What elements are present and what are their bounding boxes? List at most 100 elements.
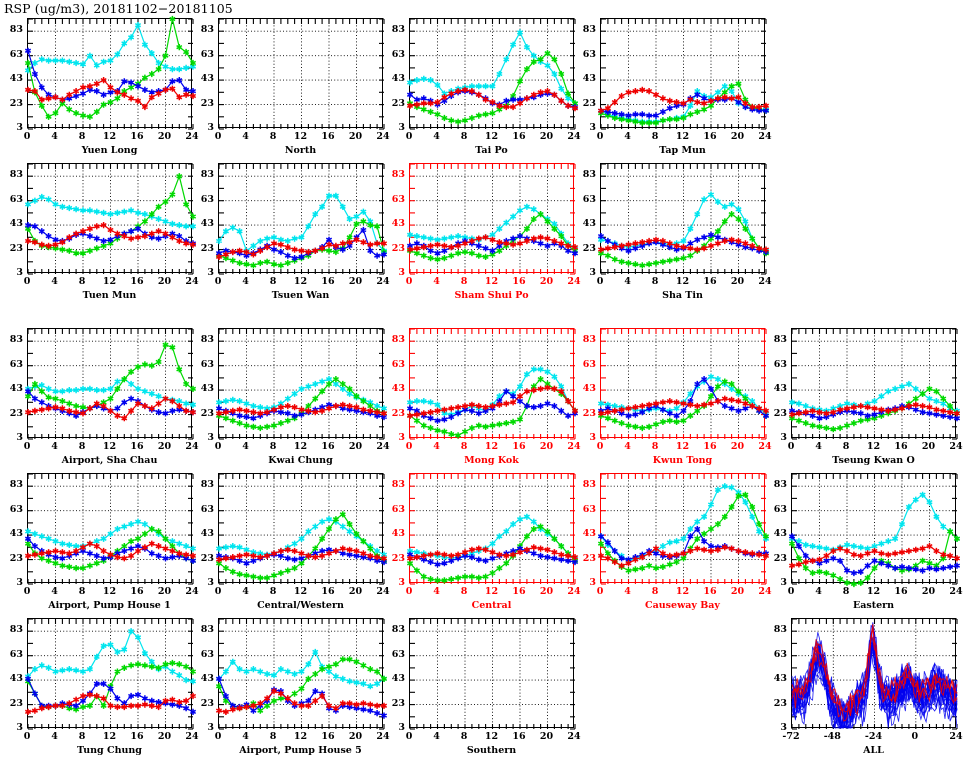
x-tick-label: -72 bbox=[782, 731, 800, 742]
x-tick-label: 12 bbox=[102, 731, 117, 742]
y-tick-label: 3 bbox=[16, 432, 23, 443]
x-tick-label: 12 bbox=[293, 586, 308, 597]
x-tick-label: 24 bbox=[758, 131, 772, 142]
x-tick-label: 20 bbox=[730, 276, 745, 287]
y-tick-label: 63 bbox=[582, 358, 596, 370]
x-tick-label: 12 bbox=[675, 441, 690, 452]
x-tick-label: 24 bbox=[376, 131, 390, 142]
x-tick-label: 20 bbox=[730, 131, 745, 142]
panel-title: Tung Chung bbox=[77, 745, 142, 756]
plot-area bbox=[406, 328, 579, 440]
y-tick-label: 83 bbox=[9, 479, 23, 491]
x-tick-label: 20 bbox=[730, 586, 745, 597]
y-tick-label: 23 bbox=[773, 407, 787, 419]
y-tick-label: 3 bbox=[207, 267, 214, 278]
x-tick-label: 0 bbox=[214, 441, 222, 452]
y-tick-label: 23 bbox=[9, 697, 23, 709]
x-tick-label: 20 bbox=[539, 441, 554, 452]
x-tick-label: 4 bbox=[433, 586, 440, 597]
x-tick-label: 4 bbox=[51, 731, 58, 742]
plot-panel-tseung-kwan-o: 3 23 43 63 83 0 4 8 12 16 20 24 Tseung Kwan O bbox=[765, 320, 965, 476]
x-tick-label: 24 bbox=[376, 276, 390, 287]
x-tick-label: 16 bbox=[130, 276, 144, 287]
x-tick-label: 16 bbox=[321, 131, 335, 142]
x-tick-label: 16 bbox=[512, 131, 526, 142]
x-tick-label: 20 bbox=[921, 441, 936, 452]
x-tick-label: 8 bbox=[460, 131, 468, 142]
x-tick-label: 0 bbox=[596, 276, 604, 287]
x-tick-label: 0 bbox=[596, 131, 604, 142]
y-tick-label: 63 bbox=[9, 648, 23, 660]
x-tick-label: 24 bbox=[949, 731, 963, 742]
x-tick-label: 16 bbox=[321, 586, 335, 597]
plot-area bbox=[788, 473, 961, 588]
y-tick-label: 23 bbox=[773, 552, 787, 564]
plot-area bbox=[791, 618, 958, 730]
plot-area bbox=[215, 328, 388, 440]
x-tick-label: 24 bbox=[758, 586, 772, 597]
x-tick-label: 12 bbox=[484, 731, 499, 742]
x-tick-label: 8 bbox=[269, 441, 277, 452]
y-tick-label: 63 bbox=[773, 648, 787, 660]
x-tick-label: 12 bbox=[484, 441, 499, 452]
panel-title: Tap Mun bbox=[659, 145, 706, 156]
panel-title: Airport, Sha Chau bbox=[61, 455, 158, 466]
y-tick-label: 3 bbox=[398, 577, 405, 588]
x-tick-label: 16 bbox=[894, 441, 908, 452]
plot-area bbox=[409, 618, 576, 730]
y-tick-label: 23 bbox=[9, 97, 23, 109]
y-tick-label: 3 bbox=[207, 722, 214, 733]
x-tick-label: 12 bbox=[102, 131, 117, 142]
y-tick-label: 3 bbox=[780, 577, 787, 588]
y-tick-label: 3 bbox=[398, 122, 405, 133]
y-tick-label: 83 bbox=[391, 169, 405, 181]
x-tick-label: 12 bbox=[484, 276, 499, 287]
x-tick-label: 20 bbox=[730, 441, 745, 452]
y-tick-label: 63 bbox=[582, 193, 596, 205]
y-tick-label: 63 bbox=[200, 503, 214, 515]
y-tick-label: 43 bbox=[200, 673, 214, 685]
y-tick-label: 43 bbox=[582, 383, 596, 395]
y-tick-label: 83 bbox=[773, 624, 787, 636]
y-tick-label: 83 bbox=[391, 334, 405, 346]
y-tick-label: 3 bbox=[207, 122, 214, 133]
plot-panel-tsuen-wan: 3 23 43 63 83 0 4 8 12 16 20 24 Tsuen Wan bbox=[192, 155, 409, 311]
x-tick-label: 4 bbox=[433, 731, 440, 742]
y-tick-label: 63 bbox=[391, 648, 405, 660]
x-tick-label: 12 bbox=[293, 441, 308, 452]
x-tick-label: 0 bbox=[214, 131, 222, 142]
x-tick-label: 12 bbox=[484, 131, 499, 142]
y-tick-label: 63 bbox=[773, 503, 787, 515]
panel-title: Yuen Long bbox=[81, 145, 138, 156]
plot-panel-tuen-mun: 3 23 43 63 83 0 4 8 12 16 20 24 Tuen Mun bbox=[1, 155, 218, 311]
y-tick-label: 3 bbox=[207, 432, 214, 443]
y-tick-label: 23 bbox=[391, 552, 405, 564]
plot-panel-yuen-long: 3 23 43 63 83 0 4 8 12 16 20 24 Yuen Long bbox=[1, 10, 218, 166]
y-tick-label: 23 bbox=[391, 242, 405, 254]
y-tick-label: 3 bbox=[16, 267, 23, 278]
y-tick-label: 63 bbox=[200, 648, 214, 660]
y-tick-label: 83 bbox=[200, 334, 214, 346]
plot-panel-causeway-bay: 3 23 43 63 83 0 4 8 12 16 20 24 Causeway Bay bbox=[574, 465, 791, 621]
x-tick-label: 8 bbox=[269, 131, 277, 142]
y-tick-label: 43 bbox=[773, 528, 787, 540]
x-tick-label: 12 bbox=[293, 276, 308, 287]
x-tick-label: 0 bbox=[596, 441, 604, 452]
x-tick-label: 20 bbox=[348, 586, 363, 597]
x-tick-label: 0 bbox=[23, 276, 31, 287]
x-tick-label: 8 bbox=[842, 586, 850, 597]
x-tick-label: 4 bbox=[433, 441, 440, 452]
y-tick-label: 43 bbox=[9, 528, 23, 540]
y-tick-label: 83 bbox=[391, 624, 405, 636]
y-tick-label: 43 bbox=[9, 73, 23, 85]
x-tick-label: 4 bbox=[624, 586, 631, 597]
x-tick-label: 16 bbox=[321, 731, 335, 742]
x-tick-label: 20 bbox=[348, 131, 363, 142]
plot-area bbox=[215, 163, 388, 275]
panel-title: Tsuen Wan bbox=[271, 290, 330, 301]
x-tick-label: 0 bbox=[911, 731, 919, 742]
x-tick-label: 0 bbox=[405, 441, 413, 452]
plot-area bbox=[597, 163, 770, 275]
panel-title: Sham Shui Po bbox=[454, 290, 529, 301]
x-tick-label: 4 bbox=[433, 131, 440, 142]
